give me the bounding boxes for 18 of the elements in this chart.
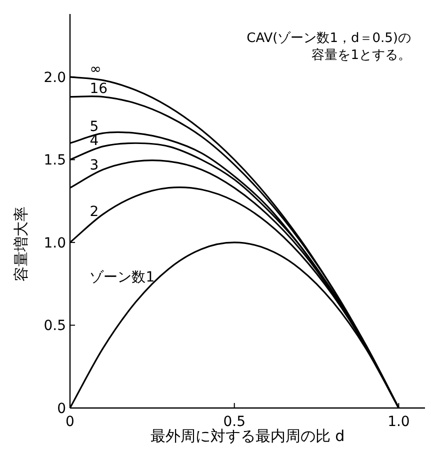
y-tick-label: 2.0 [44, 70, 66, 86]
x-tick-label: 1.0 [388, 414, 410, 430]
series-label: ∞ [90, 62, 102, 78]
annotation: CAV(ゾーン数1，d＝0.5)の [246, 31, 411, 46]
series-label: ゾーン数1 [90, 269, 155, 286]
y-axis-title: 容量増大率 [12, 206, 30, 282]
y-tick-label: 0.5 [44, 318, 66, 334]
x-tick-label: 0.5 [223, 414, 246, 430]
series-label: 2 [90, 204, 99, 220]
series-label: 5 [90, 119, 99, 136]
series-label: 4 [90, 133, 99, 150]
series-label: 16 [90, 80, 108, 97]
y-tick-label: 1.5 [44, 152, 66, 169]
y-tick-label: 1.0 [44, 235, 66, 252]
x-axis-title: 最外周に対する最内周の比 d [150, 427, 345, 445]
series-label: 3 [90, 157, 99, 174]
annotation: 容量を1とする。 [312, 47, 411, 63]
y-tick-label: 0 [57, 401, 66, 417]
